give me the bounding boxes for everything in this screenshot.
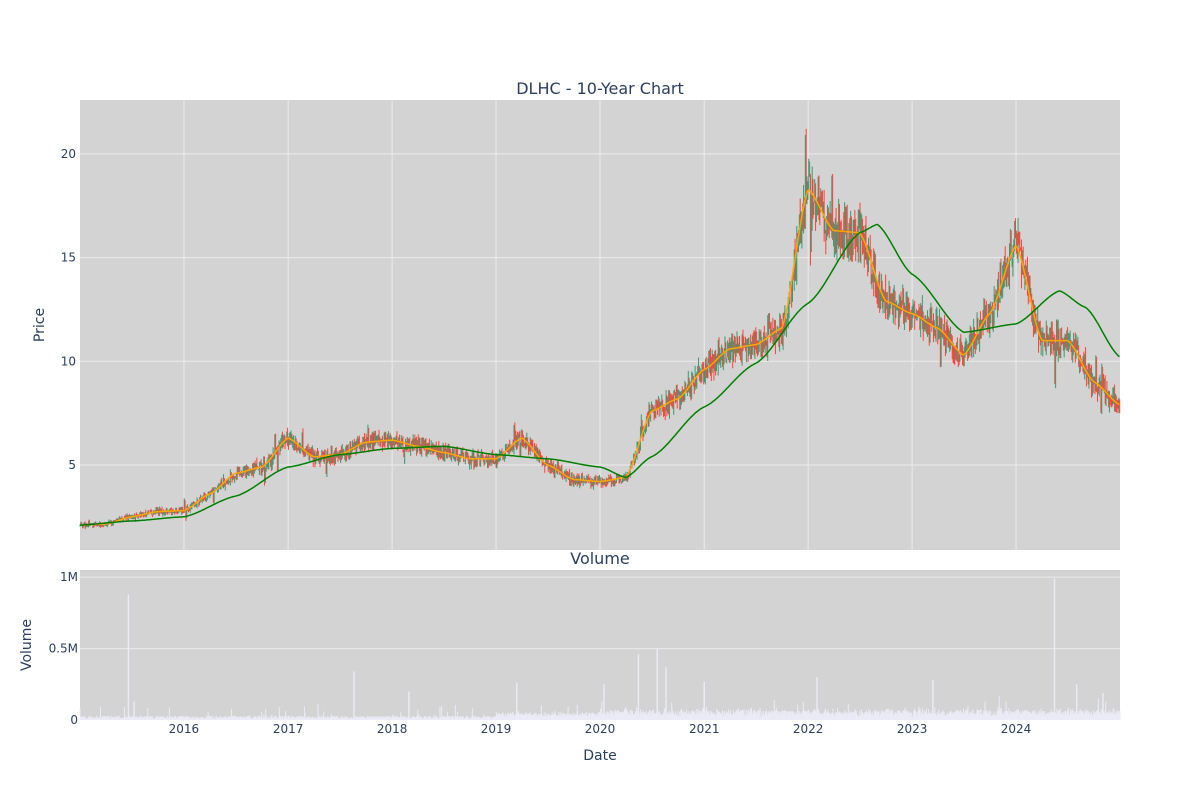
volume-y-axis-title: Volume bbox=[19, 619, 35, 671]
x-tick-label: 2019 bbox=[481, 722, 512, 736]
x-tick-label: 2018 bbox=[377, 722, 408, 736]
price-y-tick-label: 5 bbox=[68, 458, 76, 472]
x-axis-title: Date bbox=[583, 748, 616, 764]
price-y-axis-title: Price bbox=[32, 308, 48, 342]
price-candles bbox=[79, 128, 1121, 530]
volume-y-ticks: 0 0.5M 1M bbox=[49, 570, 78, 727]
volume-plot-area bbox=[80, 570, 1120, 720]
x-tick-label: 2016 bbox=[169, 722, 200, 736]
x-tick-label: 2020 bbox=[585, 722, 616, 736]
ma-short-line bbox=[80, 188, 1120, 526]
price-y-tick-label: 15 bbox=[61, 251, 76, 265]
x-tick-label: 2023 bbox=[897, 722, 928, 736]
ma-long-line bbox=[80, 223, 1120, 526]
price-y-tick-label: 10 bbox=[61, 354, 76, 368]
volume-y-tick-label: 0 bbox=[70, 713, 78, 727]
price-moving-averages bbox=[80, 188, 1120, 526]
x-tick-label: 2024 bbox=[1001, 722, 1032, 736]
volume-x-ticks: 2016 2017 2018 2019 2020 2021 2022 2023 2024 bbox=[169, 722, 1032, 736]
price-grid bbox=[80, 100, 1120, 550]
price-y-ticks: 5 10 15 20 bbox=[61, 147, 76, 472]
volume-bars bbox=[79, 578, 1121, 720]
x-tick-label: 2022 bbox=[793, 722, 824, 736]
x-tick-label: 2021 bbox=[689, 722, 720, 736]
volume-grid bbox=[80, 576, 1120, 650]
chart-title: DLHC - 10-Year Chart bbox=[516, 79, 684, 98]
volume-title: Volume bbox=[570, 549, 630, 568]
price-y-tick-label: 20 bbox=[61, 147, 76, 161]
x-tick-label: 2017 bbox=[273, 722, 304, 736]
volume-y-tick-label: 0.5M bbox=[49, 642, 78, 656]
volume-y-tick-label: 1M bbox=[60, 570, 78, 584]
